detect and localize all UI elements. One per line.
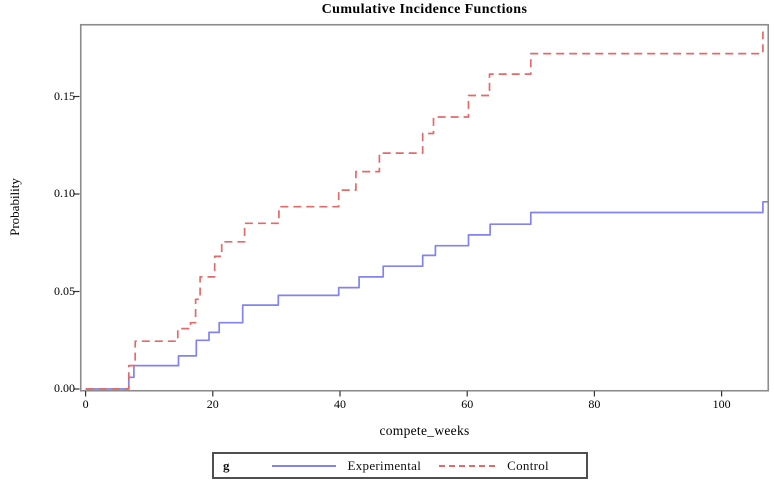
control-step-line <box>85 31 768 390</box>
legend-box: g Experimental Control <box>212 452 588 479</box>
y-tick-label: 0.00 <box>54 381 75 395</box>
y-tick-label: 0.05 <box>54 283 75 298</box>
x-axis-label: compete_weeks <box>379 423 470 438</box>
control-line-swatch <box>439 464 496 467</box>
experimental-step-line <box>85 200 768 390</box>
legend-entry-experimental: Experimental <box>347 457 422 473</box>
x-tick-label: 60 <box>461 397 474 411</box>
y-tick-label: 0.10 <box>54 186 75 200</box>
y-axis-label: Probability <box>7 178 22 236</box>
x-tick-label: 80 <box>588 397 601 411</box>
plot-area <box>73 23 770 397</box>
x-tick-label: 40 <box>334 397 346 411</box>
x-tick-label: 0 <box>82 397 89 411</box>
legend-group-label: g <box>223 457 230 473</box>
legend-entry-control: Control <box>507 457 549 473</box>
chart-title: Cumulative Incidence Functions <box>321 2 528 17</box>
x-tick-label: 20 <box>206 397 219 411</box>
x-tick-label: 100 <box>712 397 731 411</box>
y-tick-label: 0.15 <box>54 88 75 103</box>
plot-frame <box>79 23 770 392</box>
experimental-line-swatch <box>271 464 336 467</box>
